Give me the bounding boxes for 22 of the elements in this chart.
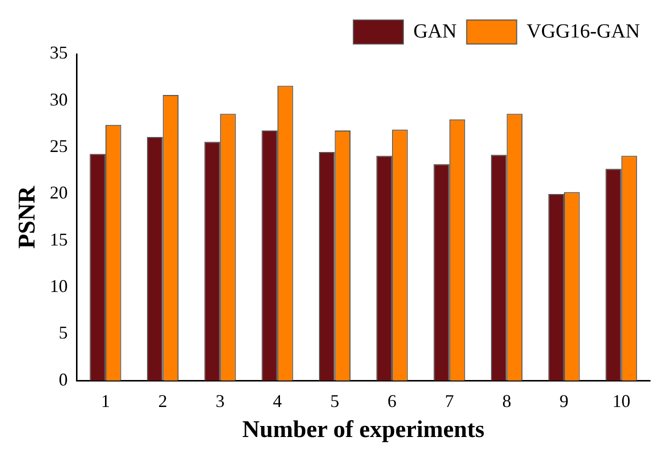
x-tick-label: 3 (216, 391, 225, 412)
y-tick-label: 30 (50, 89, 68, 110)
x-axis-title: Number of experiments (242, 416, 484, 443)
x-tick-label: 10 (612, 391, 630, 412)
y-tick-label: 0 (58, 369, 68, 390)
y-tick-label: 5 (58, 322, 68, 343)
y-tick-label: 25 (50, 136, 68, 156)
legend-label: GAN (413, 20, 457, 42)
y-axis-title: PSNR (14, 185, 41, 249)
x-tick-label: 8 (502, 391, 512, 412)
x-tick-label: 9 (560, 391, 569, 412)
y-tick-label: 15 (50, 229, 68, 250)
y-tick-label: 20 (50, 182, 68, 203)
x-tick-label: 5 (330, 391, 340, 412)
x-tick-label: 2 (158, 391, 168, 412)
y-tick-label: 10 (50, 276, 68, 296)
y-tick-label: 35 (50, 42, 68, 63)
x-tick-label: 4 (272, 391, 282, 412)
x-tick-label: 1 (100, 391, 110, 412)
x-tick-label: 6 (388, 391, 397, 412)
x-tick-label: 7 (444, 391, 454, 412)
legend-label: VGG16-GAN (526, 20, 640, 42)
